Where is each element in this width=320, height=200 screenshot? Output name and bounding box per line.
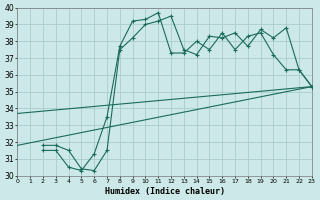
X-axis label: Humidex (Indice chaleur): Humidex (Indice chaleur): [105, 187, 225, 196]
